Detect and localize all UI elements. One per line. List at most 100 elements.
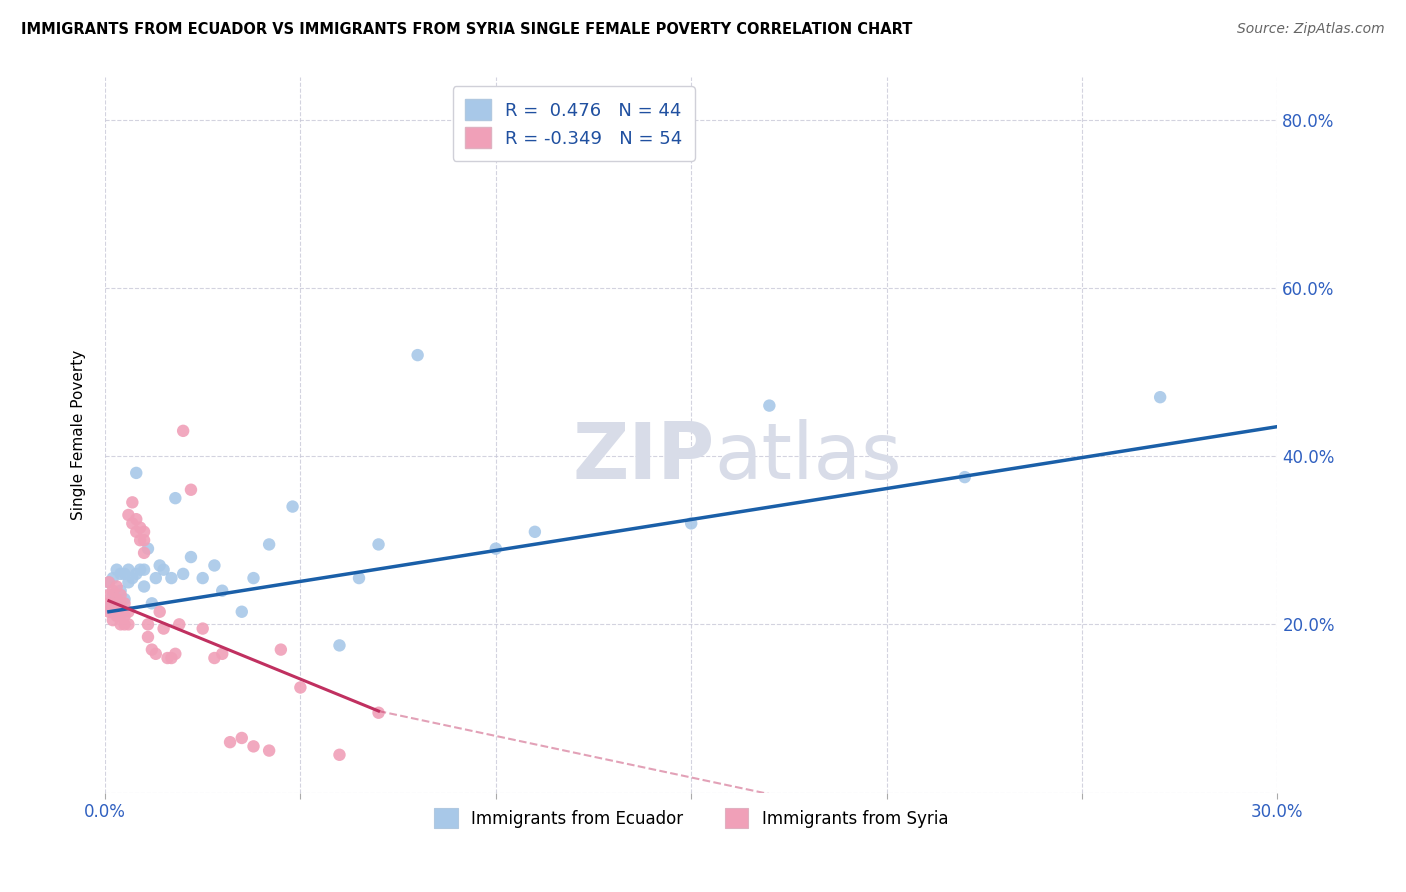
Point xyxy=(110,588,132,602)
Point xyxy=(328,639,350,653)
Point xyxy=(191,622,214,636)
Point xyxy=(105,609,128,624)
Point xyxy=(117,508,139,522)
Point xyxy=(152,622,174,636)
Point xyxy=(141,596,163,610)
Point xyxy=(231,605,253,619)
Point xyxy=(328,747,350,762)
Point xyxy=(97,605,120,619)
Point xyxy=(681,516,703,531)
Point xyxy=(167,617,190,632)
Point xyxy=(281,500,304,514)
Point xyxy=(97,588,120,602)
Point xyxy=(101,571,124,585)
Point xyxy=(156,651,179,665)
Point xyxy=(132,546,155,560)
Point xyxy=(242,739,264,754)
Point xyxy=(117,617,139,632)
Point xyxy=(105,580,128,594)
Point xyxy=(101,596,124,610)
Point xyxy=(180,550,202,565)
Point xyxy=(172,424,194,438)
Point xyxy=(211,583,233,598)
Point xyxy=(110,609,132,624)
Point xyxy=(270,642,292,657)
Point xyxy=(97,575,120,590)
Point xyxy=(202,651,225,665)
Point xyxy=(132,524,155,539)
Point xyxy=(117,605,139,619)
Point xyxy=(257,537,280,551)
Point xyxy=(367,706,389,720)
Point xyxy=(136,617,159,632)
Point xyxy=(117,575,139,590)
Point xyxy=(242,571,264,585)
Point xyxy=(121,495,143,509)
Point xyxy=(121,571,143,585)
Point xyxy=(141,642,163,657)
Text: atlas: atlas xyxy=(714,418,903,494)
Point xyxy=(110,596,132,610)
Point xyxy=(406,348,429,362)
Point xyxy=(114,592,136,607)
Point xyxy=(152,563,174,577)
Point xyxy=(132,533,155,548)
Point xyxy=(145,571,167,585)
Point xyxy=(105,563,128,577)
Point xyxy=(125,512,148,526)
Point xyxy=(485,541,508,556)
Point xyxy=(953,470,976,484)
Point xyxy=(129,563,152,577)
Point xyxy=(136,630,159,644)
Point xyxy=(367,537,389,551)
Text: IMMIGRANTS FROM ECUADOR VS IMMIGRANTS FROM SYRIA SINGLE FEMALE POVERTY CORRELATI: IMMIGRANTS FROM ECUADOR VS IMMIGRANTS FR… xyxy=(21,22,912,37)
Point xyxy=(165,491,187,505)
Point xyxy=(149,605,172,619)
Text: Source: ZipAtlas.com: Source: ZipAtlas.com xyxy=(1237,22,1385,37)
Point xyxy=(97,575,120,590)
Point xyxy=(114,566,136,581)
Point xyxy=(211,647,233,661)
Point xyxy=(101,583,124,598)
Point xyxy=(121,516,143,531)
Point xyxy=(97,600,120,615)
Point xyxy=(125,524,148,539)
Point xyxy=(219,735,242,749)
Point xyxy=(105,600,128,615)
Point xyxy=(129,520,152,534)
Point xyxy=(129,533,152,548)
Point xyxy=(180,483,202,497)
Point xyxy=(110,583,132,598)
Point xyxy=(117,563,139,577)
Legend: Immigrants from Ecuador, Immigrants from Syria: Immigrants from Ecuador, Immigrants from… xyxy=(427,802,955,834)
Point xyxy=(202,558,225,573)
Point xyxy=(160,571,183,585)
Point xyxy=(125,466,148,480)
Point xyxy=(101,588,124,602)
Point xyxy=(149,558,172,573)
Point xyxy=(172,566,194,581)
Point xyxy=(231,731,253,745)
Point xyxy=(132,580,155,594)
Point xyxy=(758,399,780,413)
Point xyxy=(105,592,128,607)
Point xyxy=(125,566,148,581)
Point xyxy=(160,651,183,665)
Point xyxy=(114,609,136,624)
Point xyxy=(101,613,124,627)
Text: ZIP: ZIP xyxy=(572,418,714,494)
Point xyxy=(110,566,132,581)
Point xyxy=(136,541,159,556)
Point xyxy=(114,617,136,632)
Point xyxy=(347,571,370,585)
Point xyxy=(290,681,312,695)
Point xyxy=(1149,390,1171,404)
Point xyxy=(97,596,120,610)
Point xyxy=(257,743,280,757)
Point xyxy=(110,617,132,632)
Point xyxy=(145,647,167,661)
Point xyxy=(191,571,214,585)
Point xyxy=(165,647,187,661)
Y-axis label: Single Female Poverty: Single Female Poverty xyxy=(72,350,86,520)
Point xyxy=(132,563,155,577)
